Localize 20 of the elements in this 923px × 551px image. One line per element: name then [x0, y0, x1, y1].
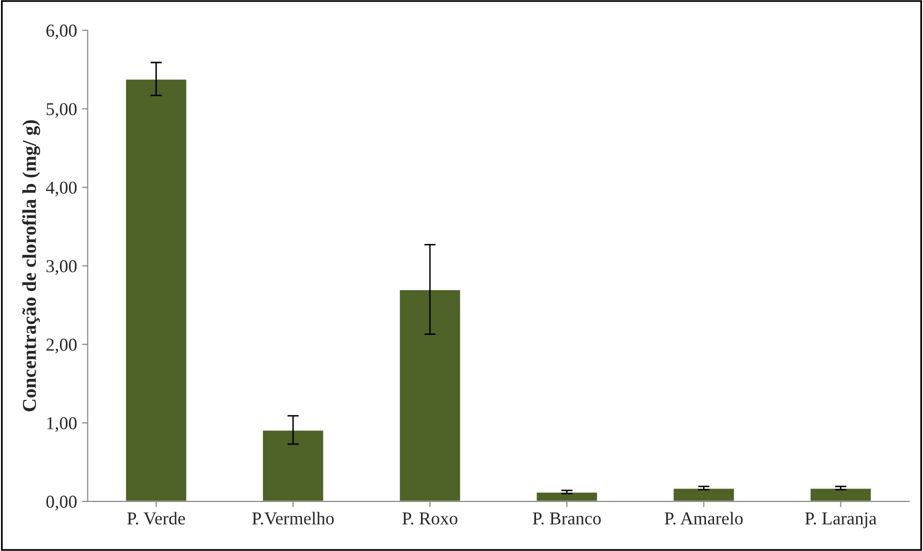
bar	[809, 487, 872, 502]
y-tick-label: 1,00	[47, 417, 77, 432]
x-tick-label: P.Vermelho	[252, 512, 334, 525]
bar	[124, 78, 188, 502]
y-tick-label: 6,00	[46, 24, 77, 40]
x-tick-label: P. Amarelo	[664, 512, 743, 525]
bar	[262, 429, 325, 502]
bar	[398, 288, 462, 502]
x-tick-label: P. Roxo	[402, 512, 458, 525]
y-tick-label: 3,00	[46, 260, 77, 275]
bar	[672, 487, 736, 502]
y-axis-title: Concentração de clorofila b (mg/ g)	[22, 120, 40, 412]
x-tick-label: P. Branco	[532, 512, 601, 525]
y-tick-label: 4,00	[46, 182, 77, 196]
y-tick-label: 2,00	[46, 338, 77, 354]
x-tick-label: P. Laranja	[805, 512, 877, 528]
y-tick-label: 5,00	[46, 103, 77, 118]
y-tick-label: 0,00	[46, 496, 77, 510]
bar	[535, 491, 598, 502]
x-tick-label: P. Verde	[127, 512, 185, 525]
